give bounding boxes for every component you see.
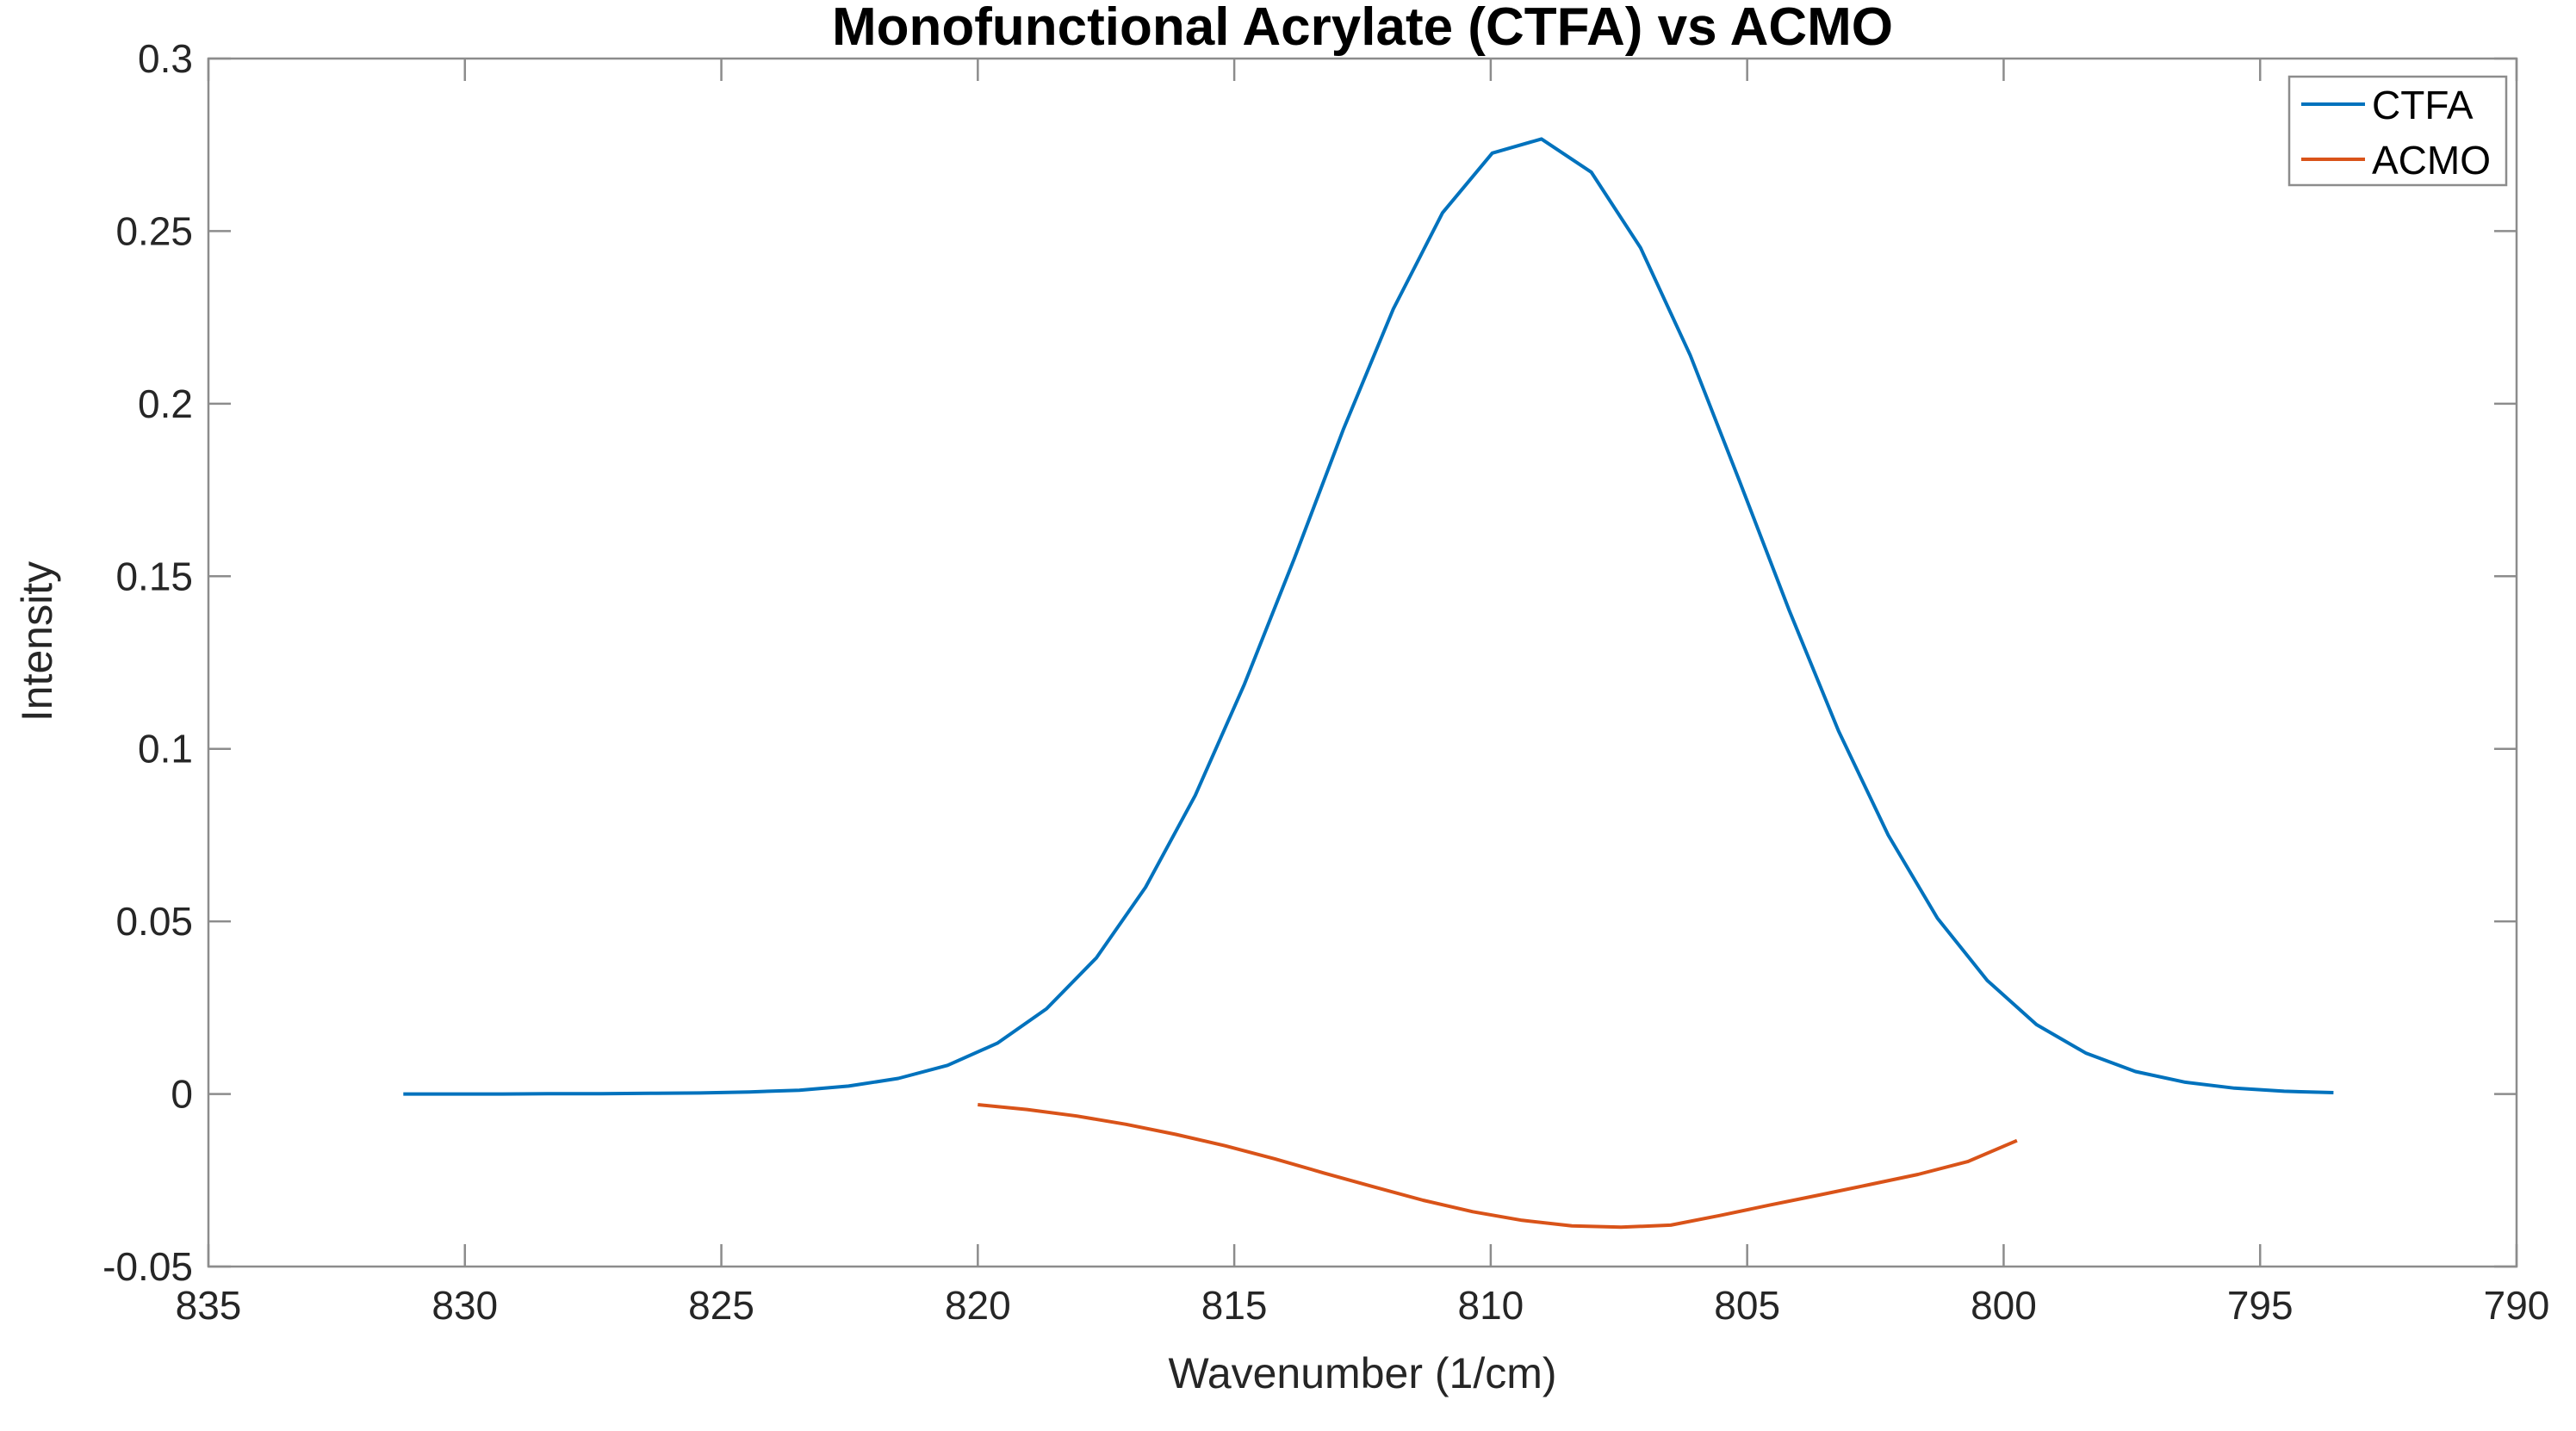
x-tick-label: 815 bbox=[1201, 1283, 1268, 1328]
plot-area bbox=[208, 59, 2517, 1267]
x-tick-label: 810 bbox=[1458, 1283, 1524, 1328]
x-tick-label: 805 bbox=[1714, 1283, 1780, 1328]
y-tick-label: 0.15 bbox=[115, 554, 193, 598]
x-tick-label: 800 bbox=[1971, 1283, 2037, 1328]
x-tick-label: 835 bbox=[176, 1283, 242, 1328]
series-line-ctfa bbox=[403, 137, 2334, 1096]
y-tick-label: 0.1 bbox=[138, 727, 193, 771]
series-group bbox=[403, 137, 2334, 1230]
legend: CTFA ACMO bbox=[2287, 75, 2508, 187]
y-tick-label: -0.05 bbox=[102, 1244, 193, 1289]
x-tick-label: 830 bbox=[431, 1283, 498, 1328]
y-tick-label: 0.3 bbox=[138, 36, 193, 81]
chart-title: Monofunctional Acrylate (CTFA) vs ACMO bbox=[832, 0, 1893, 57]
legend-label-acmo: ACMO bbox=[2372, 138, 2491, 183]
legend-label-ctfa: CTFA bbox=[2372, 83, 2474, 127]
y-axis-label: Intensity bbox=[13, 561, 61, 722]
y-tick-label: 0.05 bbox=[115, 899, 193, 944]
axes: 835 830 825 820 815 810 805 800 795 790 -0.05 0 0.05… bbox=[102, 36, 2549, 1328]
x-tick-label: 825 bbox=[688, 1283, 754, 1328]
legend-box bbox=[2287, 75, 2508, 187]
y-tick-label: 0.25 bbox=[115, 208, 193, 253]
x-tick-label: 790 bbox=[2484, 1283, 2550, 1328]
x-axis-label: Wavenumber (1/cm) bbox=[1168, 1349, 1556, 1397]
y-tick-label: 0 bbox=[171, 1072, 193, 1117]
y-tick-label: 0.2 bbox=[138, 381, 193, 426]
x-tick-label: 795 bbox=[2227, 1283, 2294, 1328]
series-line-acmo bbox=[978, 1103, 2018, 1230]
axes-box bbox=[207, 57, 2518, 1268]
x-tick-label: 820 bbox=[945, 1283, 1011, 1328]
